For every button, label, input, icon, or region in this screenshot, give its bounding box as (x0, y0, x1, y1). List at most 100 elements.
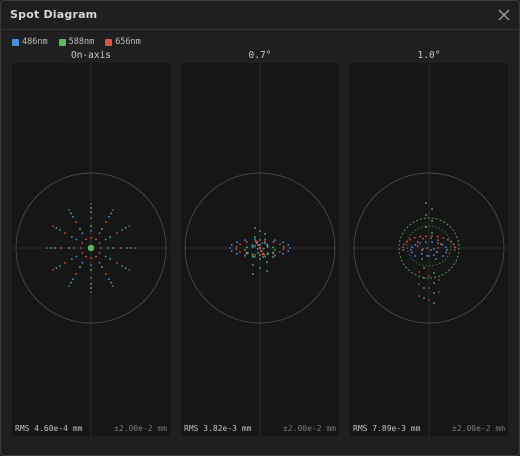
ray-point (73, 247, 75, 249)
ray-point (128, 225, 130, 227)
ray-point (259, 258, 261, 260)
ray-point (100, 247, 102, 249)
ray-point (282, 245, 285, 248)
ray-point (420, 249, 423, 252)
ray-point (105, 273, 107, 275)
window-title: Spot Diagram (10, 8, 98, 21)
ray-point (110, 281, 112, 284)
ray-point (253, 238, 256, 241)
ray-point (254, 227, 256, 229)
spot-plot-0-7-deg (181, 63, 339, 436)
ray-point (110, 212, 112, 215)
ray-point (258, 246, 262, 250)
ray-point (95, 255, 97, 258)
ray-point (112, 209, 114, 211)
ray-point (52, 225, 54, 227)
ray-point (410, 248, 412, 251)
ray-point (55, 227, 58, 229)
ray-point (253, 256, 256, 258)
ray-point (433, 292, 435, 294)
ray-point (58, 265, 61, 267)
rms-value: RMS 4.60e-4 mm (15, 424, 83, 433)
ray-point (46, 247, 48, 249)
ray-point (244, 249, 246, 251)
ray-point (435, 258, 437, 260)
ray-point (251, 244, 254, 247)
legend-item-588nm: 588nm (58, 35, 94, 49)
ray-point (230, 244, 233, 246)
ray-point (79, 228, 81, 230)
ray-point (436, 251, 438, 253)
ray-point (121, 265, 124, 267)
ray-point (98, 242, 101, 244)
ray-point (274, 249, 276, 251)
ray-point (418, 271, 420, 273)
ray-point (422, 248, 424, 251)
ray-point (444, 246, 447, 249)
spot-plot-on-axis (12, 63, 170, 436)
ray-point (246, 246, 248, 249)
ray-point (251, 253, 254, 256)
ray-point (428, 255, 430, 257)
ray-point (446, 248, 448, 251)
airy-circle (15, 172, 167, 324)
ray-point (81, 232, 84, 235)
legend-swatch (12, 38, 19, 46)
ray-point (90, 291, 92, 293)
ray-point (75, 221, 77, 223)
ray-point (239, 251, 241, 253)
wavelength-legend: 486nm 588nm 656nm (12, 35, 152, 49)
ray-point (80, 247, 82, 249)
ray-point (264, 256, 267, 258)
ray-point (262, 256, 264, 258)
ray-point (287, 250, 290, 253)
ray-point (50, 247, 52, 249)
ray-point (112, 247, 114, 249)
scale-value: ±2.00e-2 mm (114, 424, 167, 433)
ray-point (416, 245, 419, 248)
ray-point (272, 241, 275, 244)
ray-point (419, 235, 422, 238)
ray-point (254, 236, 256, 238)
ray-point (282, 252, 284, 255)
ray-point (75, 255, 78, 258)
close-icon[interactable] (495, 6, 513, 24)
ray-point (433, 272, 435, 274)
ray-point (90, 237, 92, 239)
ray-point (235, 245, 238, 248)
field-label-1-0-deg: 1.0° (417, 50, 441, 61)
ray-point (425, 214, 427, 216)
ray-point (279, 251, 281, 253)
ray-point (405, 241, 408, 243)
ray-point (256, 248, 259, 250)
ray-point (430, 237, 432, 240)
ray-point (423, 267, 425, 269)
ray-point (259, 267, 261, 269)
field-label-on-axis: On-axis (70, 50, 112, 61)
rms-value: RMS 7.89e-3 mm (353, 424, 421, 433)
ray-point (90, 203, 92, 205)
ray-point (423, 297, 425, 299)
ray-point (70, 212, 72, 215)
ray-point (414, 243, 417, 246)
ray-point (101, 228, 103, 230)
ray-point (425, 202, 427, 204)
ray-point (418, 283, 420, 285)
scale-value: ±2.00e-2 mm (452, 424, 505, 433)
title-bar: Spot Diagram (1, 1, 519, 30)
ray-point (425, 235, 427, 238)
ray-point (428, 275, 430, 277)
ray-point (90, 217, 92, 219)
ray-point (236, 252, 238, 255)
legend-item-656nm: 656nm (105, 35, 141, 49)
ray-point (64, 232, 66, 234)
ray-point (262, 247, 265, 250)
ray-point (52, 269, 54, 271)
ray-point (442, 255, 444, 257)
ray-point (72, 278, 74, 281)
ray-point (90, 207, 92, 209)
rms-value: RMS 3.82e-3 mm (184, 424, 252, 433)
ray-point (272, 256, 274, 258)
ray-point (126, 247, 128, 249)
ray-point (402, 249, 405, 251)
